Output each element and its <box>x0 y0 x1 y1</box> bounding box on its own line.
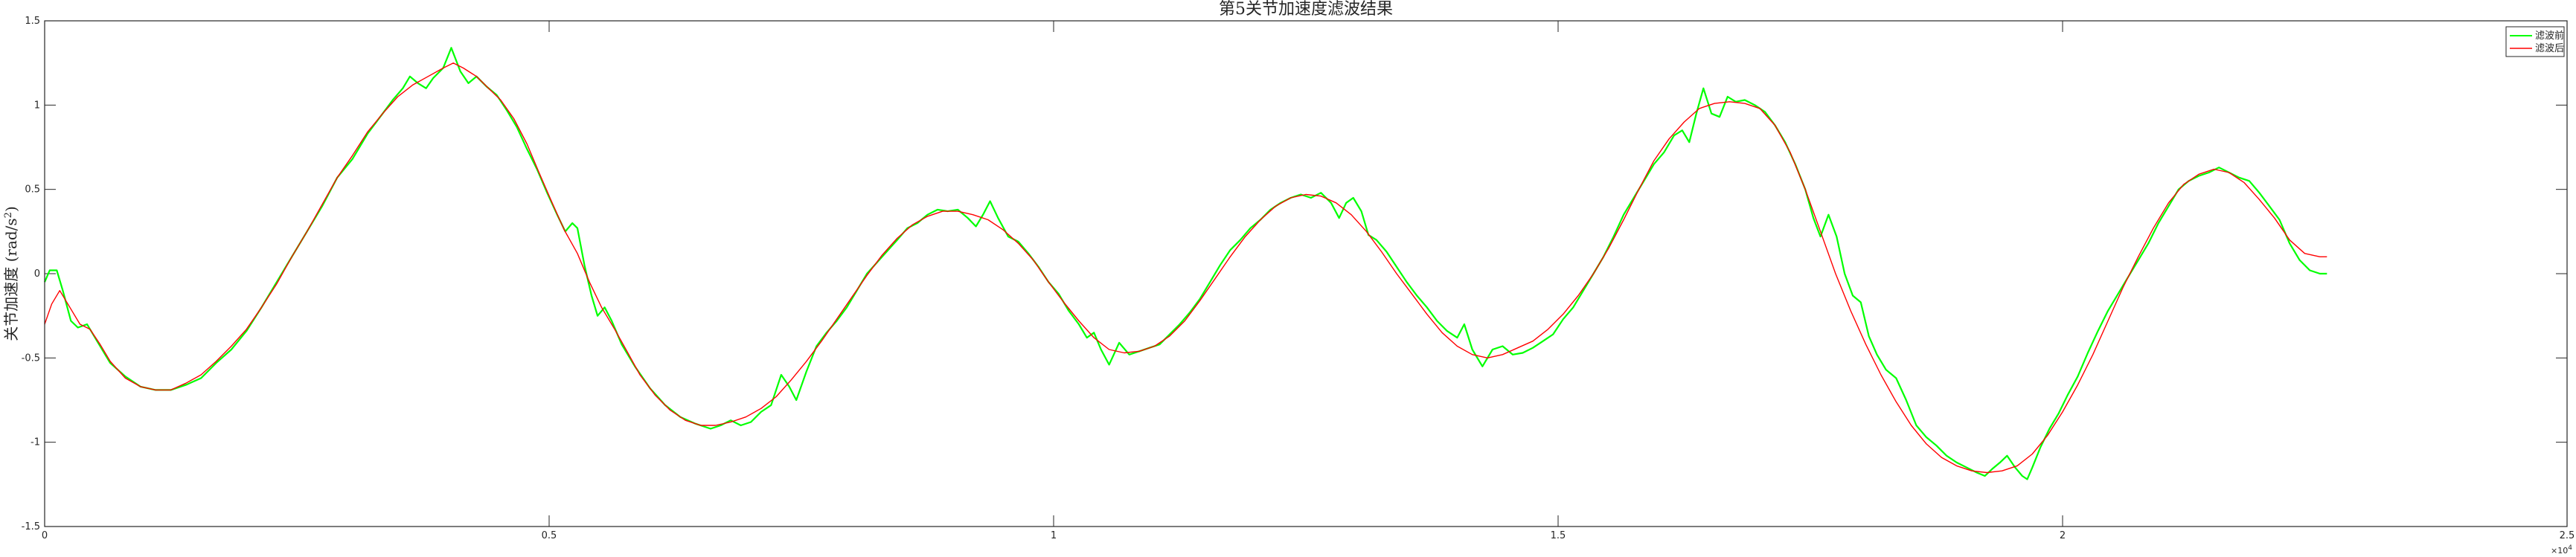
y-tick-label: 0.5 <box>25 184 40 196</box>
plot-area <box>45 21 2567 527</box>
legend-label-before-filter: 滤波前 <box>2535 30 2564 42</box>
y-tick-label: 1 <box>34 100 40 111</box>
x-tick-label: 1 <box>1051 530 1057 541</box>
y-tick-label: 1.5 <box>25 16 40 27</box>
x-tick-label: 0 <box>42 530 48 541</box>
tick-labels: 0 0.5 1 1.5 2 2.5 -1.5 -1 -0.5 0 0.5 1 1.5 <box>22 16 2575 541</box>
x-axis-exponent: ×104 <box>2551 544 2572 556</box>
chart-title: 第5关节加速度滤波结果 <box>1219 0 1393 19</box>
legend-box <box>2505 26 2565 57</box>
legend-label-after-filter: 滤波后 <box>2535 43 2564 54</box>
x-tick-label: 2.5 <box>2560 530 2575 541</box>
y-tick-label: -1 <box>31 437 40 448</box>
x-axis-exponent-power: 4 <box>2568 544 2572 552</box>
y-tick-label: -0.5 <box>22 352 40 364</box>
series-layer <box>43 47 2327 480</box>
x-tick-label: 0.5 <box>542 530 557 541</box>
series-after-filter-line <box>44 62 2327 474</box>
y-tick-label: 0 <box>34 268 40 280</box>
y-tick-label: -1.5 <box>22 521 40 532</box>
legend: 滤波前 滤波后 <box>2505 26 2565 57</box>
y-axis-label-main: 关节加速度 (rad/s <box>2 218 20 341</box>
x-axis-exponent-base: ×10 <box>2551 546 2568 556</box>
y-axis-label-close: ) <box>2 206 20 212</box>
x-tick-label: 1.5 <box>1551 530 1566 541</box>
plot-frame <box>44 20 2568 527</box>
y-axis-label-sup: 2 <box>3 212 14 218</box>
x-tick-label: 2 <box>2060 530 2066 541</box>
y-axis-label: 关节加速度 (rad/s2) <box>2 206 20 341</box>
